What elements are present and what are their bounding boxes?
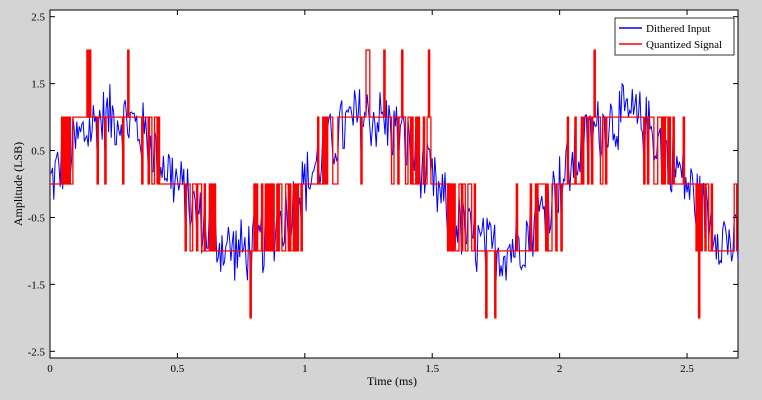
legend: Dithered Input Quantized Signal bbox=[614, 17, 735, 56]
x-axis-ticks: 0 0.5 1 1.5 2 2.5 bbox=[47, 10, 694, 375]
x-tick-label: 1.5 bbox=[425, 363, 439, 375]
legend-label-dithered-input: Dithered Input bbox=[646, 23, 710, 35]
y-tick-label: 0.5 bbox=[31, 146, 45, 158]
y-tick-label: -0.5 bbox=[28, 212, 46, 224]
y-tick-label: 1.5 bbox=[31, 79, 45, 91]
x-tick-label: 2.5 bbox=[680, 363, 694, 375]
x-tick-label: 0.5 bbox=[171, 363, 185, 375]
series-line-dithered-input bbox=[49, 82, 739, 285]
series-layer bbox=[49, 49, 739, 319]
x-tick-label: 1 bbox=[302, 363, 308, 375]
x-axis-label: Time (ms) bbox=[367, 374, 417, 388]
y-axis-ticks: 2.5 1.5 0.5 -0.5 -1.5 -2.5 bbox=[28, 12, 738, 358]
legend-box bbox=[614, 17, 735, 56]
x-tick-label: 0 bbox=[47, 363, 53, 375]
y-tick-label: -1.5 bbox=[28, 279, 46, 291]
y-axis-label: Amplitude (LSB) bbox=[11, 142, 25, 226]
x-tick-label: 2 bbox=[557, 363, 563, 375]
y-tick-label: -2.5 bbox=[28, 346, 46, 358]
y-tick-label: 2.5 bbox=[31, 12, 45, 24]
legend-label-quantized-signal: Quantized Signal bbox=[646, 39, 722, 51]
series-line-quantized-signal bbox=[50, 49, 738, 319]
